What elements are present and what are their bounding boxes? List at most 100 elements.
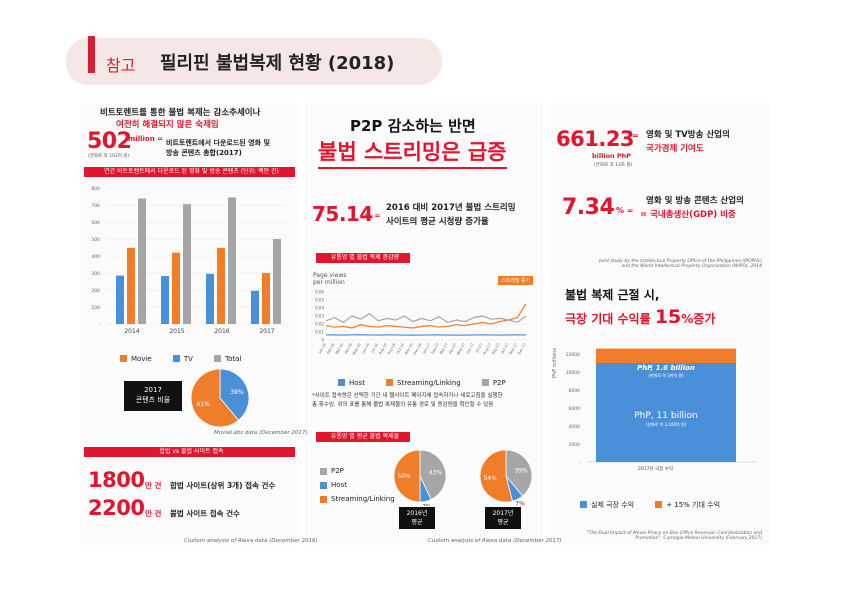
gdp-share-value: 7.34 — [562, 195, 615, 220]
avg-pie-legend: P2P Host Streaming/Linking — [320, 464, 411, 506]
streaming-growth-desc2: 사이트의 평균 시청량 증가율 — [386, 217, 489, 227]
pie-value-label: 50% — [397, 473, 411, 480]
y-tick-label: 500 — [91, 237, 100, 243]
x-tick-label: Oct-17 — [500, 343, 509, 355]
legend-p2p-label: P2P — [492, 378, 506, 387]
economy-contribution-unit: = — [632, 131, 639, 140]
y-tick-label: - — [98, 323, 100, 328]
bar-movie — [217, 247, 225, 324]
pie-legend-p2p-label: P2P — [331, 467, 344, 475]
title-bar — [66, 38, 442, 85]
left-stat-sub: (한화로 약 103억 원) — [88, 154, 130, 159]
x-tick-label: 2015 — [169, 328, 184, 335]
pie-2016-caption-avg: 평균 — [411, 519, 423, 526]
y-tick-label: - — [578, 461, 580, 466]
right-source1a: Joint study by the Intellectual Property… — [599, 259, 762, 264]
x-tick-label: Jan-17 — [422, 343, 432, 356]
line-chart-header: 유통망 별 불법 복제 증감량 — [316, 253, 410, 263]
bar-total — [183, 204, 191, 324]
x-tick-label: Apr-16 — [344, 343, 353, 355]
bar-tv — [116, 275, 124, 324]
left-source1: MovieLabs data (December 2017) — [214, 430, 308, 436]
right-head2a: 극장 기대 수익률 — [565, 312, 651, 326]
pie-2017-average: 39% 7% 54% — [479, 449, 533, 506]
x-tick-label: Oct-16 — [396, 343, 405, 355]
legend-swatch-actual — [580, 501, 587, 508]
y-tick-label: 0.01 — [315, 330, 324, 335]
title-tag: 참고 — [106, 56, 136, 75]
legend-movie: Movie — [120, 355, 152, 363]
bar-tv — [206, 273, 214, 324]
pie-2016-average: 43% 7% 50% — [393, 449, 447, 506]
legend-actual-revenue: 실제 극장 수익 — [580, 500, 634, 510]
x-tick-label: Aug-16 — [378, 343, 388, 356]
gdp-share-unit: % = — [616, 206, 634, 215]
x-tick-label: May-17 — [456, 343, 466, 356]
line-ylabel-2: per million — [313, 279, 345, 286]
bar-top-label: PhP, 1.6 billion (한화로 약 3천억 원) — [596, 364, 736, 380]
legend-swatch-expected — [655, 501, 663, 508]
pie-slice-tv — [219, 368, 250, 421]
left-stat-value: 502 — [87, 129, 132, 154]
legend-total-label: Total — [224, 354, 242, 363]
legend-total: Total — [213, 354, 242, 363]
pie-legend-swatch-streaming — [320, 495, 327, 503]
line-ylabel-1: Page views — [313, 272, 347, 279]
y-tick-label: 400 — [91, 254, 100, 260]
x-tick-label: Feb-17 — [430, 343, 439, 355]
bar-tv — [251, 290, 259, 324]
legend-swatch-host — [338, 379, 345, 386]
visits-legal-unit: 만 건 — [145, 481, 162, 490]
left-bottom-header: 합법 vs 불법 사이트 접속 — [84, 447, 295, 457]
right-source2b: Promotion", Carnegie Mellon University (… — [635, 536, 762, 541]
legend-swatch-p2p — [481, 379, 489, 386]
x-tick-label: Jun-17 — [465, 343, 475, 356]
economy-contribution-sub2: (한화로 약 13조 원) — [594, 163, 633, 168]
right-source2a: "The Dual Impact of Movie Piracy on Box-… — [586, 531, 763, 536]
left-chart-header: 연간 비트토렌트에서 다운로드 된 영화 및 방송 콘텐츠 (단위: 백만 건) — [84, 167, 295, 177]
pie-legend-streaming-label: Streaming/Linking — [331, 495, 395, 503]
right-source2: "The Dual Impact of Movie Piracy on Box-… — [556, 531, 763, 541]
left-intro-line2: 여전히 해결되지 않은 숙제임 — [116, 120, 219, 130]
legend-p2p: P2P — [481, 378, 506, 387]
y-tick-label: 2000 — [569, 442, 581, 448]
gdp-share-desc1: 영화 및 방송 콘텐츠 산업의 — [646, 196, 744, 206]
y-tick-label: 0.04 — [315, 306, 324, 311]
x-tick-label: Jan-16 — [317, 343, 327, 356]
middle-source: Custom analysis of Alexa data (December … — [428, 538, 562, 544]
x-tick-label: Nov-16 — [404, 343, 414, 356]
x-tick-label: Aug-17 — [482, 343, 492, 356]
legend-swatch-total — [213, 355, 221, 362]
pie-legend-host: Host — [320, 479, 347, 492]
line-chart-ylabel: Page views per million — [313, 272, 346, 286]
y-tick-label: 6000 — [569, 406, 581, 412]
visits-illegal-value: 2200 — [88, 496, 145, 520]
x-tick-label: Dec-16 — [413, 343, 423, 356]
x-tick-label: 2017 — [259, 328, 274, 335]
page-title: 필리핀 불법복제 현황 (2018) — [160, 53, 395, 74]
x-tick-label: Mar-16 — [335, 343, 345, 355]
pie-2017-caption: 2017년 평균 — [485, 507, 521, 529]
x-tick-label: Feb-16 — [326, 343, 335, 355]
y-tick-label: 0.02 — [315, 322, 324, 327]
bar-tv — [161, 276, 169, 324]
right-ylabel: PhP millions — [552, 347, 558, 378]
title-accent-bar — [88, 36, 95, 73]
pie-slice-p2p — [505, 449, 533, 497]
y-tick-label: 0 — [321, 338, 324, 343]
economy-contribution-sub1: billion PhP — [592, 152, 632, 160]
pie-value-label: 43% — [429, 470, 443, 477]
legend-actual-label: 실제 극장 수익 — [591, 500, 635, 509]
y-tick-label: 0.06 — [315, 290, 324, 295]
streaming-growth-desc1: 2016 대비 2017년 불법 스트리밍 — [386, 203, 516, 213]
bar-movie — [127, 247, 135, 324]
left-stat-desc2: 방송 콘텐츠 총합(2017) — [166, 149, 242, 157]
pie-2016-caption-year: 2016년 — [406, 510, 428, 517]
pie-legend-swatch-p2p — [320, 467, 327, 475]
pie-value-label: 39% — [514, 468, 528, 475]
left-intro-line1: 비트토렌트를 통한 불법 복제는 감소추세이나 — [100, 108, 261, 118]
content-ratio-label-box: 2017 콘텐츠 비율 — [124, 381, 182, 411]
x-tick-label: Jul-16 — [370, 343, 379, 354]
note-line2: 총 횟수임. 위의 표를 통해 불법 복제물의 유통 경로 및 증감량을 확인할… — [312, 402, 494, 408]
